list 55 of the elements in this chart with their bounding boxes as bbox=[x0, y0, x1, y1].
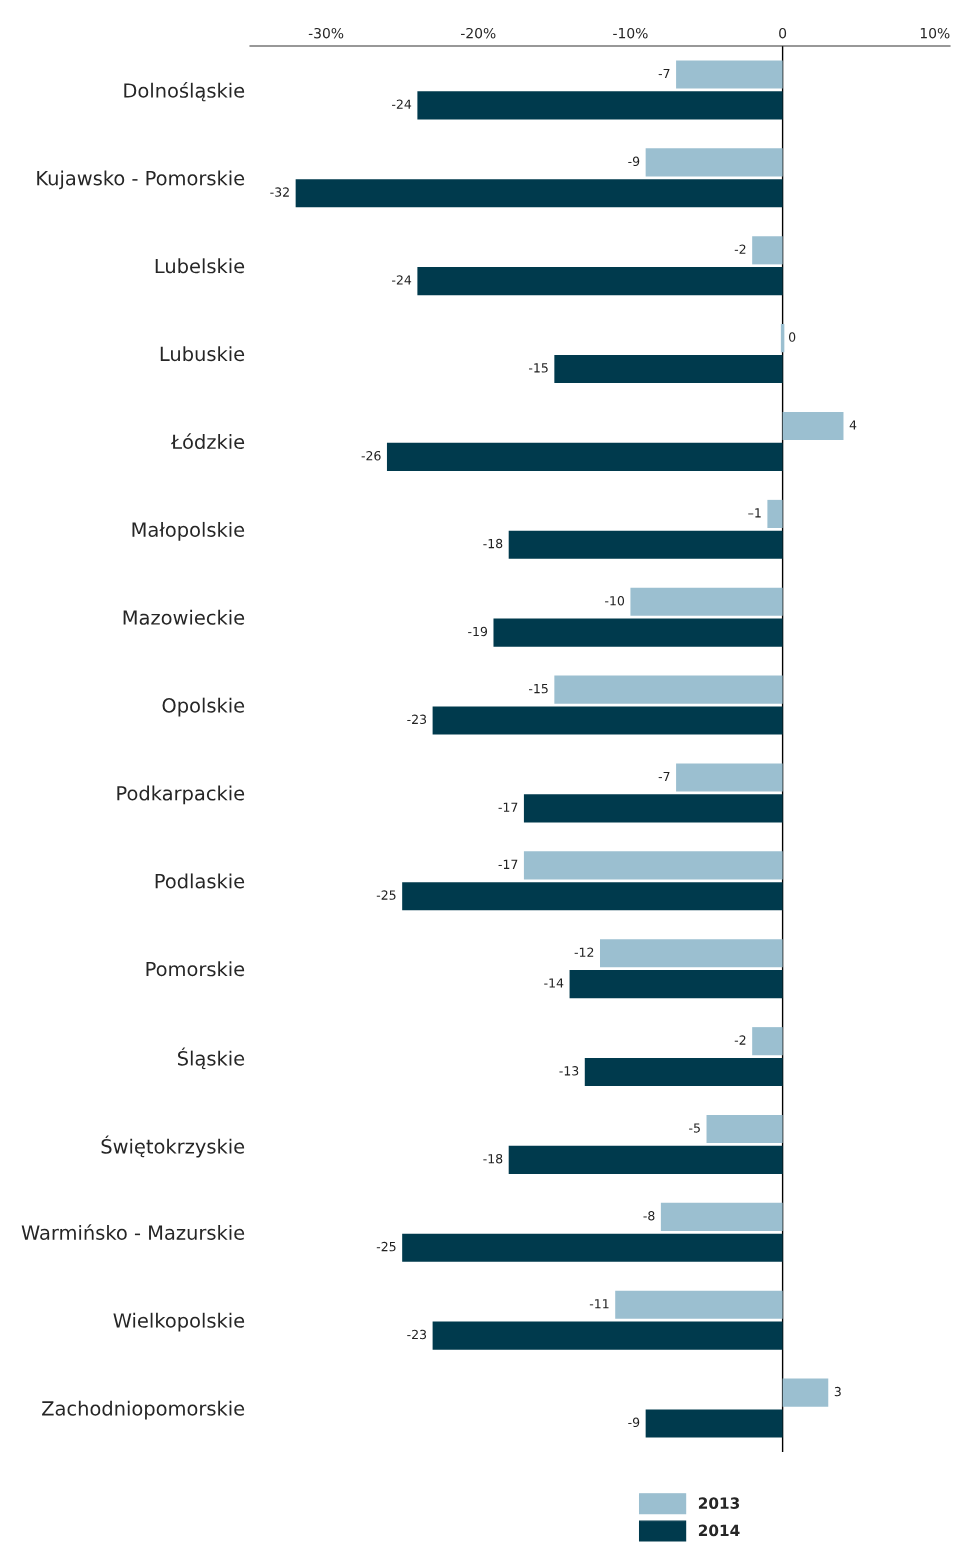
data-label: -9 bbox=[628, 1417, 640, 1428]
data-label: -2 bbox=[734, 244, 746, 254]
y-tick-label: Kujawsko - Pomorskie bbox=[37, 170, 245, 190]
data-label: -10 bbox=[605, 595, 625, 606]
y-tick-label: Opolskie bbox=[162, 697, 245, 717]
data-label: -17 bbox=[498, 802, 518, 812]
legend-label: 2013 bbox=[698, 1497, 740, 1509]
data-label: –1 bbox=[748, 508, 761, 518]
data-label: -15 bbox=[528, 363, 548, 373]
data-label: -9 bbox=[628, 156, 640, 167]
x-tick-label: 10% bbox=[920, 27, 950, 39]
x-tick-label: -10% bbox=[613, 27, 648, 39]
data-label: -18 bbox=[483, 1153, 503, 1164]
y-tick-label: Zachodniopomorskie bbox=[42, 1400, 245, 1420]
y-tick-label: Wielkopolskie bbox=[113, 1312, 245, 1332]
y-tick-label: Świętokrzyskie bbox=[101, 1135, 245, 1158]
y-tick-label: Małopolskie bbox=[132, 521, 245, 541]
legend-label: 2014 bbox=[698, 1524, 740, 1537]
x-tick-label: 0 bbox=[779, 27, 787, 39]
data-label: -14 bbox=[544, 978, 564, 988]
data-label: -26 bbox=[361, 450, 381, 461]
y-tick-label: Podkarpackie bbox=[117, 785, 245, 805]
data-label: -18 bbox=[483, 538, 503, 549]
y-tick-label: Dolnośląskie bbox=[124, 82, 245, 102]
y-tick-label: Lubelskie bbox=[155, 258, 245, 274]
x-tick-label: -20% bbox=[461, 27, 496, 39]
y-tick-label: Łódzkie bbox=[171, 433, 245, 450]
data-label: -23 bbox=[407, 714, 427, 725]
data-label: 3 bbox=[834, 1386, 841, 1397]
y-tick-label: Lubuskie bbox=[160, 346, 245, 362]
data-label: 4 bbox=[849, 420, 857, 430]
x-tick-label: -30% bbox=[308, 27, 344, 39]
data-label: -5 bbox=[689, 1123, 700, 1133]
data-label: -23 bbox=[407, 1329, 427, 1340]
data-label: -24 bbox=[392, 99, 412, 109]
data-label: -24 bbox=[392, 275, 412, 285]
data-label: -13 bbox=[559, 1066, 579, 1076]
data-label: -25 bbox=[376, 1241, 396, 1252]
data-label: -15 bbox=[528, 684, 548, 694]
data-label: -25 bbox=[376, 890, 396, 900]
y-tick-label: Pomorskie bbox=[146, 961, 245, 977]
y-tick-label: Śląskie bbox=[178, 1047, 245, 1070]
data-label: -8 bbox=[643, 1211, 655, 1221]
data-label: -17 bbox=[498, 859, 518, 869]
data-label: -7 bbox=[658, 771, 670, 782]
y-tick-label: Podlaskie bbox=[155, 873, 245, 889]
data-label: 0 bbox=[788, 332, 796, 342]
data-label: -32 bbox=[270, 187, 289, 197]
data-label: -11 bbox=[589, 1299, 609, 1309]
y-tick-label: Warmińsko - Mazurskie bbox=[21, 1224, 245, 1240]
data-label: -7 bbox=[658, 68, 670, 79]
data-label: -12 bbox=[574, 947, 594, 957]
data-label: -2 bbox=[734, 1035, 746, 1045]
y-tick-label: Mazowieckie bbox=[123, 609, 245, 625]
data-label: -19 bbox=[468, 626, 488, 637]
